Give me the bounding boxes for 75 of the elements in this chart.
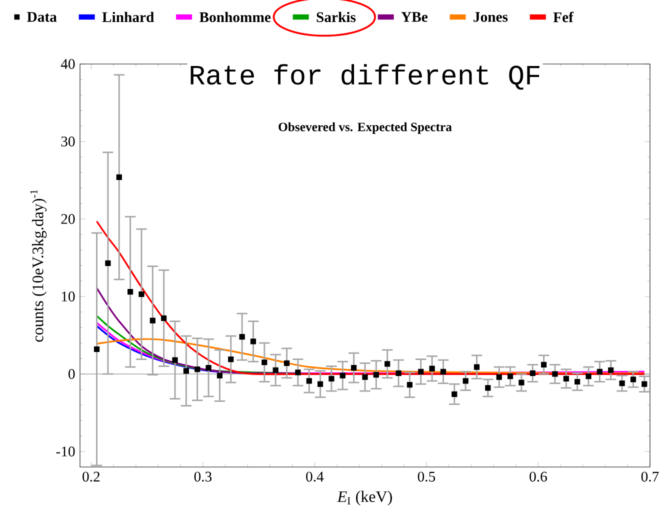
point	[262, 360, 268, 366]
x-tick-label: 0.6	[530, 472, 547, 482]
point	[216, 372, 223, 378]
legend-label: Linhard	[102, 12, 154, 22]
point	[440, 368, 446, 374]
point	[552, 371, 558, 377]
point	[619, 380, 625, 386]
point	[272, 367, 278, 373]
point	[396, 370, 402, 376]
line-series	[96, 220, 646, 376]
point	[630, 376, 636, 382]
y-tick-label: 10	[62, 292, 75, 302]
line-series	[96, 338, 646, 374]
x-tick-label: 0.2	[82, 472, 100, 482]
point	[452, 391, 458, 397]
point	[228, 356, 234, 362]
point	[418, 368, 424, 374]
point	[530, 370, 536, 376]
y-tick-label: -10	[56, 446, 75, 456]
point	[105, 260, 111, 266]
point	[586, 374, 592, 380]
point	[642, 381, 648, 387]
point	[507, 374, 514, 380]
x-axis-title: E$_{I}$ (keV)	[337, 490, 392, 506]
legend-label: Data	[27, 12, 57, 22]
point	[172, 357, 178, 363]
point	[284, 360, 290, 366]
legend-label: YBe	[401, 12, 428, 22]
point	[306, 378, 312, 384]
legend-label: Jones	[474, 12, 508, 22]
point	[317, 381, 324, 387]
point	[474, 364, 480, 370]
point	[94, 346, 100, 352]
point	[563, 376, 569, 382]
legend-label: Fef	[553, 12, 574, 22]
point	[138, 291, 144, 297]
point	[161, 315, 167, 321]
point	[541, 362, 547, 368]
point	[462, 378, 468, 384]
point	[206, 364, 212, 371]
point	[328, 376, 334, 382]
text: Obsevered vs. Expected Spectra	[278, 122, 452, 134]
legend-label: Sarkis	[316, 12, 356, 22]
point	[574, 378, 580, 385]
point	[596, 368, 602, 374]
point	[295, 370, 301, 376]
x-tick-label: 0.7	[641, 472, 659, 482]
point	[485, 385, 491, 391]
point	[351, 364, 357, 371]
y-tick-label: 30	[61, 136, 75, 146]
x-tick-label: 0.4	[306, 472, 324, 482]
point	[406, 382, 412, 388]
point	[150, 318, 156, 324]
point	[384, 361, 390, 367]
x-tick-label: 0.5	[418, 472, 436, 482]
chart-title: Rate for different QF	[190, 64, 540, 90]
y-axis-title: counts (10eV.3kg.day)$^{-1}$	[30, 190, 47, 342]
point	[373, 372, 379, 378]
y-tick-label: 20	[61, 214, 75, 224]
x-tick-label: 0.3	[194, 472, 212, 482]
point	[518, 380, 524, 386]
point	[608, 367, 614, 373]
point	[194, 366, 200, 372]
point	[239, 334, 245, 340]
point	[429, 366, 435, 372]
y-tick-label: 40	[60, 59, 75, 69]
point	[250, 338, 256, 344]
legend-label: Bonhomme	[200, 12, 271, 22]
point	[116, 174, 122, 180]
point	[127, 289, 134, 295]
point	[183, 368, 189, 374]
point	[340, 372, 346, 378]
y-tick-label: 0	[68, 369, 75, 379]
point	[496, 374, 502, 380]
point	[362, 374, 368, 380]
